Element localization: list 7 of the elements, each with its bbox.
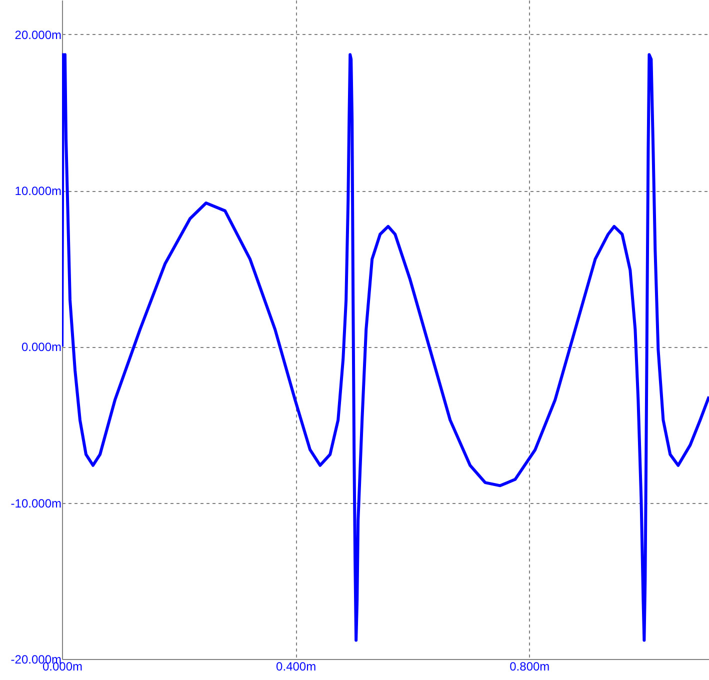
y-tick-label: 20.000m xyxy=(14,28,62,42)
y-tick-label: 0.000m xyxy=(21,340,62,354)
line-series xyxy=(62,53,709,642)
y-tick-label: 10.000m xyxy=(14,184,62,198)
x-tick-label: 0.800m xyxy=(510,660,550,674)
x-tick-label: 0.400m xyxy=(276,660,316,674)
y-tick-label: -10.000m xyxy=(10,496,62,510)
